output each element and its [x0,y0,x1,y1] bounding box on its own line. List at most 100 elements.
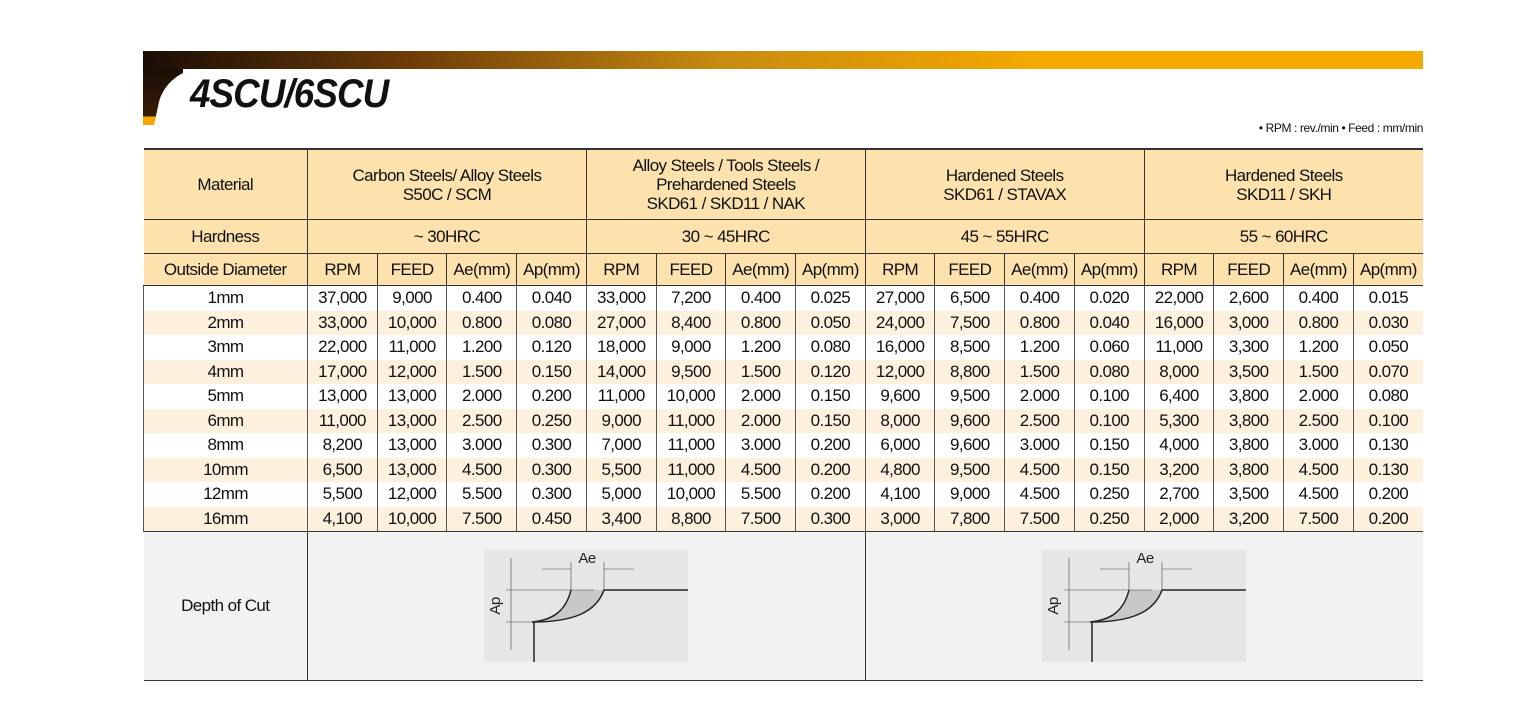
value-cell: 11,000 [307,408,378,433]
subcol-header-apmm: Ap(mm) [516,253,587,286]
value-cell: 4,000 [1143,433,1214,458]
value-cell: 4.500 [1004,457,1075,482]
material-group-2: Hardened Steels SKD61 / STAVAX [864,148,1145,220]
value-cell: 0.400 [1283,285,1354,311]
outside-diameter-cell: 4mm [143,359,308,384]
value-cell: 3.000 [446,433,517,458]
material-line: SKD11 / SKH [1236,184,1332,204]
value-cell: 2.500 [1004,408,1075,433]
value-cell: 3.000 [725,433,796,458]
table-row: 8mm 8,200 13,000 3.000 0.300 7,000 11,000 3.000… [143,433,1423,458]
value-cell: 7.500 [1283,506,1354,532]
value-cell: 11,000 [376,335,447,360]
value-cell: 10,000 [655,384,726,409]
depth-of-cut-row: Depth of Cut Ae Ap Ae Ap [143,531,1423,681]
depth-of-cut-diagram: Ae Ap [1042,550,1247,662]
value-cell: 7.500 [446,506,517,532]
value-cell: 3,000 [1213,310,1284,335]
value-cell: 7.500 [1004,506,1075,532]
table-row: 5mm 13,000 13,000 2.000 0.200 11,000 10,000 2.0… [143,384,1423,409]
value-cell: 11,000 [1143,335,1214,360]
value-cell: 9,500 [655,359,726,384]
value-cell: 1.500 [725,359,796,384]
value-cell: 11,000 [655,457,726,482]
value-cell: 2,600 [1213,285,1284,311]
value-cell: 0.150 [1073,433,1145,458]
subcol-header-aemm: Ae(mm) [1004,253,1075,286]
ap-label: Ap [1045,597,1062,614]
value-cell: 33,000 [307,310,378,335]
value-cell: 0.200 [795,433,866,458]
outside-diameter-cell: 2mm [143,310,308,335]
outside-diameter-cell: 1mm [143,285,308,311]
value-cell: 1.200 [446,335,517,360]
subcol-header-rpm: RPM [1143,253,1214,286]
value-cell: 0.060 [1073,335,1145,360]
value-cell: 22,000 [1143,285,1214,311]
value-cell: 2.500 [446,408,517,433]
value-cell: 10,000 [376,506,447,532]
value-cell: 4.500 [1004,482,1075,507]
value-cell: 11,000 [655,433,726,458]
material-line: S50C / SCM [402,184,492,204]
outside-diameter-cell: 10mm [143,457,308,482]
material-line: Hardened Steels [1224,165,1343,185]
table-row: 10mm 6,500 13,000 4.500 0.300 5,500 11,000 4.50… [143,457,1423,482]
value-cell: 9,000 [376,285,447,311]
value-cell: 3,800 [1213,384,1284,409]
hardness-row: Hardness ~ 30HRC 30 ~ 45HRC 45 ~ 55HRC 55 ~… [143,219,1423,254]
ae-label: Ae [579,550,596,567]
value-cell: 3,000 [864,506,935,532]
value-cell: 0.025 [795,285,866,311]
value-cell: 2.000 [1004,384,1075,409]
cutting-conditions-table: Material Carbon Steels/ Alloy Steels S50C… [143,148,1423,681]
subcol-header-feed: FEED [655,253,726,286]
value-cell: 0.200 [516,384,587,409]
value-cell: 0.070 [1352,359,1423,384]
value-cell: 0.150 [795,384,866,409]
subcol-header-feed: FEED [1213,253,1284,286]
value-cell: 1.500 [1004,359,1075,384]
value-cell: 4.500 [725,457,796,482]
value-cell: 13,000 [376,457,447,482]
subcol-header-apmm: Ap(mm) [1073,253,1145,286]
subheader-row: Outside Diameter RPM FEED Ae(mm) Ap(mm) RPM F… [143,253,1423,286]
hardness-value-2: 45 ~ 55HRC [864,219,1145,254]
value-cell: 9,000 [934,482,1005,507]
hardness-value-1: 30 ~ 45HRC [585,219,866,254]
value-cell: 14,000 [585,359,657,384]
depth-of-cut-diagram-cell: Ae Ap [307,531,866,681]
value-cell: 33,000 [585,285,657,311]
value-cell: 9,500 [934,384,1005,409]
value-cell: 0.150 [795,408,866,433]
value-cell: 4.500 [1283,457,1354,482]
value-cell: 8,200 [307,433,378,458]
material-line: Hardened Steels [945,165,1064,185]
value-cell: 0.080 [1073,359,1145,384]
value-cell: 0.250 [1073,506,1145,532]
outside-diameter-cell: 5mm [143,384,308,409]
value-cell: 0.080 [795,335,866,360]
depth-of-cut-diagram: Ae Ap [484,550,689,662]
value-cell: 8,000 [864,408,935,433]
value-cell: 0.400 [1004,285,1075,311]
value-cell: 0.800 [1283,310,1354,335]
value-cell: 0.200 [795,482,866,507]
subcol-header-feed: FEED [934,253,1005,286]
page-title: 4SCU/6SCU [190,72,389,116]
value-cell: 5.500 [725,482,796,507]
value-cell: 1.200 [1283,335,1354,360]
value-cell: 5,500 [307,482,378,507]
header-bar [143,51,1423,69]
value-cell: 0.250 [516,408,587,433]
hardness-label: Hardness [143,219,308,254]
value-cell: 9,000 [655,335,726,360]
value-cell: 6,500 [934,285,1005,311]
value-cell: 13,000 [376,408,447,433]
value-cell: 2.000 [1283,384,1354,409]
value-cell: 0.300 [516,482,587,507]
value-cell: 16,000 [864,335,935,360]
subcol-header-aemm: Ae(mm) [446,253,517,286]
material-line: SKD61 / SKD11 / NAK [646,194,806,213]
value-cell: 27,000 [864,285,935,311]
